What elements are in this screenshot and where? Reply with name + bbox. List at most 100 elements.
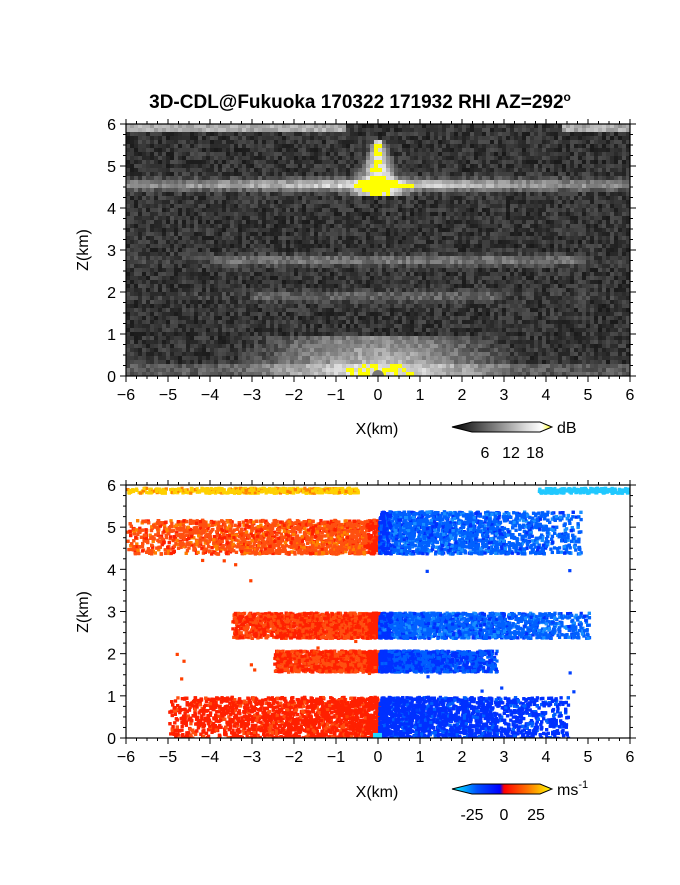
reflectivity-cell [246,268,250,272]
reflectivity-cell [366,160,370,164]
reflectivity-cell [578,276,582,280]
reflectivity-cell [554,256,558,260]
reflectivity-cell [354,272,358,276]
reflectivity-cell [342,168,346,172]
reflectivity-cell [282,140,286,144]
reflectivity-cell [294,160,298,164]
reflectivity-cell [590,180,594,184]
reflectivity-cell [398,272,402,276]
reflectivity-cell [530,212,534,216]
reflectivity-cell [534,180,538,184]
reflectivity-cell [330,272,334,276]
reflectivity-cell [306,184,310,188]
reflectivity-cell [386,152,390,156]
reflectivity-cell [286,136,290,140]
reflectivity-cell [582,276,586,280]
reflectivity-cell [270,192,274,196]
reflectivity-cell [174,232,178,236]
reflectivity-cell [474,268,478,272]
reflectivity-cell [282,176,286,180]
reflectivity-cell [450,168,454,172]
reflectivity-cell [558,240,562,244]
reflectivity-cell [462,220,466,224]
reflectivity-cell [354,144,358,148]
reflectivity-cell [178,188,182,192]
reflectivity-cell [466,168,470,172]
reflectivity-cell [414,176,418,180]
reflectivity-cell [566,244,570,248]
reflectivity-cell [502,196,506,200]
reflectivity-cell [330,252,334,256]
reflectivity-cell [582,188,586,192]
reflectivity-cell [386,240,390,244]
reflectivity-cell [566,188,570,192]
reflectivity-cell [522,128,526,132]
reflectivity-cell [614,172,618,176]
reflectivity-cell [306,260,310,264]
reflectivity-cell [126,172,130,176]
reflectivity-cell [570,144,574,148]
reflectivity-cell [466,132,470,136]
reflectivity-cell [450,128,454,132]
reflectivity-cell [462,268,466,272]
reflectivity-cell [258,132,262,136]
reflectivity-cell [470,200,474,204]
reflectivity-cell [198,148,202,152]
reflectivity-cell [506,240,510,244]
reflectivity-cell [354,196,358,200]
reflectivity-cell [618,248,622,252]
reflectivity-cell [574,144,578,148]
reflectivity-cell [366,168,370,172]
reflectivity-cell [458,256,462,260]
reflectivity-cell [606,276,610,280]
reflectivity-cell [518,208,522,212]
reflectivity-cell [526,248,530,252]
reflectivity-cell [538,164,542,168]
reflectivity-cell [482,136,486,140]
reflectivity-cell [310,204,314,208]
reflectivity-cell [550,184,554,188]
reflectivity-cell [394,176,398,180]
reflectivity-cell [450,184,454,188]
reflectivity-cell [374,168,378,172]
reflectivity-cell [234,160,238,164]
reflectivity-cell [458,216,462,220]
reflectivity-cell [606,144,610,148]
reflectivity-cell [582,200,586,204]
reflectivity-cell [574,228,578,232]
reflectivity-cell [554,132,558,136]
reflectivity-cell [414,212,418,216]
reflectivity-cell [126,188,130,192]
reflectivity-cell [278,268,282,272]
reflectivity-cell [146,216,150,220]
reflectivity-cell [186,144,190,148]
reflectivity-cell [622,132,626,136]
reflectivity-cell [190,260,194,264]
reflectivity-cell [390,152,394,156]
reflectivity-cell [554,200,558,204]
reflectivity-cell [174,124,178,128]
reflectivity-cell [506,176,510,180]
reflectivity-cell [622,168,626,172]
reflectivity-cell [362,268,366,272]
reflectivity-cell [206,276,210,280]
reflectivity-cell [554,160,558,164]
reflectivity-cell [526,136,530,140]
reflectivity-cell [382,264,386,268]
reflectivity-cell [302,156,306,160]
reflectivity-cell [170,264,174,268]
reflectivity-cell [130,268,134,272]
reflectivity-cell [178,212,182,216]
reflectivity-cell [494,232,498,236]
reflectivity-cell [362,160,366,164]
reflectivity-cell [542,208,546,212]
reflectivity-cell [134,136,138,140]
reflectivity-cell [242,248,246,252]
reflectivity-cell [142,276,146,280]
reflectivity-cell [314,148,318,152]
reflectivity-cell [602,192,606,196]
reflectivity-cell [250,256,254,260]
reflectivity-cell [370,256,374,260]
reflectivity-cell [626,188,630,192]
reflectivity-cell [306,244,310,248]
